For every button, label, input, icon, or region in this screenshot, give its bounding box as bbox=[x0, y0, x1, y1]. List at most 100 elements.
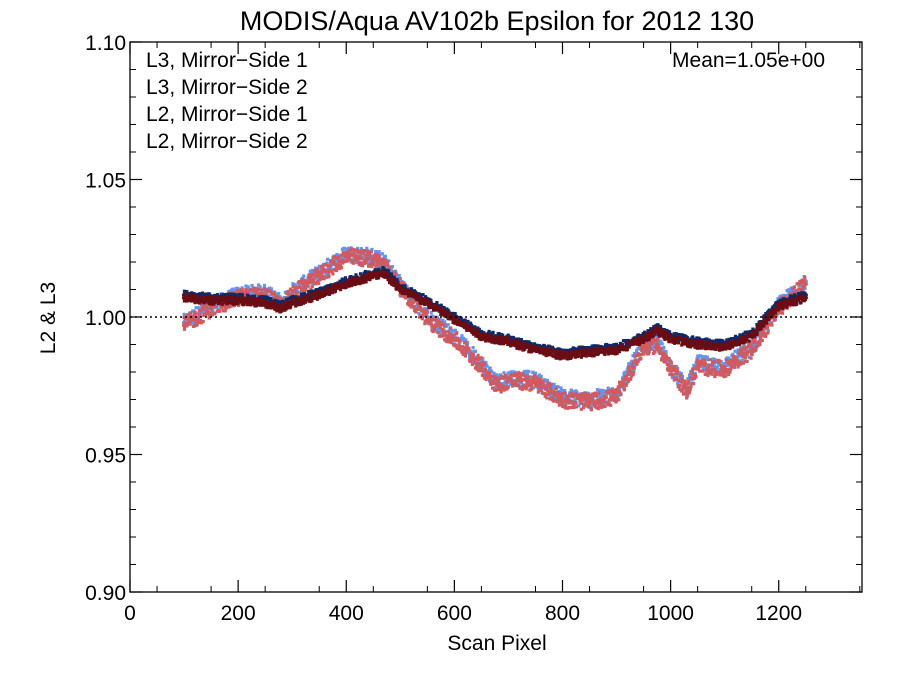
scatter-mark bbox=[699, 363, 703, 367]
scatter-mark bbox=[617, 389, 622, 394]
scatter-mark bbox=[497, 386, 501, 390]
scatter-mark bbox=[722, 375, 726, 379]
scatter-mark bbox=[509, 377, 513, 381]
scatter-mark bbox=[209, 300, 213, 304]
scatter-mark bbox=[206, 298, 210, 302]
scatter-mark bbox=[375, 261, 379, 265]
scatter-mark bbox=[358, 255, 362, 259]
scatter-mark bbox=[218, 309, 222, 313]
scatter-mark bbox=[302, 280, 306, 285]
scatter-mark bbox=[357, 261, 361, 265]
scatter-mark bbox=[303, 288, 307, 292]
scatter-mark bbox=[332, 287, 336, 291]
scatter-mark bbox=[515, 372, 519, 377]
scatter-mark bbox=[474, 357, 479, 361]
scatter-mark bbox=[632, 368, 636, 372]
scatter-mark bbox=[590, 403, 594, 407]
scatter-mark bbox=[766, 331, 770, 335]
scatter-mark bbox=[627, 362, 631, 366]
scatter-mark bbox=[364, 280, 368, 284]
scatter-mark bbox=[415, 299, 419, 304]
scatter-mark bbox=[365, 246, 369, 250]
scatter-mark bbox=[545, 392, 549, 397]
scatter-mark bbox=[490, 334, 494, 338]
scatter-mark bbox=[580, 398, 584, 402]
scatter-mark bbox=[213, 311, 217, 315]
scatter-mark bbox=[336, 255, 340, 259]
scatter-mark bbox=[347, 256, 351, 260]
scatter-mark bbox=[325, 261, 329, 265]
scatter-mark bbox=[594, 406, 599, 410]
scatter-mark bbox=[209, 311, 213, 315]
scatter-mark bbox=[481, 357, 485, 361]
scatter-mark bbox=[742, 349, 746, 354]
scatter-mark bbox=[701, 338, 705, 342]
scatter-mark bbox=[719, 372, 723, 376]
scatter-mark bbox=[639, 345, 644, 349]
scatter-mark bbox=[248, 287, 252, 291]
scatter-mark bbox=[208, 302, 212, 306]
scatter-mark bbox=[464, 351, 468, 355]
scatter-mark bbox=[675, 370, 679, 375]
scatter-mark bbox=[488, 372, 492, 377]
scatter-mark bbox=[244, 287, 248, 292]
scatter-mark bbox=[473, 361, 477, 365]
scatter-mark bbox=[591, 397, 595, 401]
scatter-mark bbox=[517, 378, 521, 383]
scatter-mark bbox=[569, 388, 574, 393]
scatter-mark bbox=[623, 339, 628, 343]
scatter-mark bbox=[228, 292, 232, 296]
scatter-mark bbox=[662, 345, 666, 350]
scatter-mark bbox=[380, 252, 384, 256]
scatter-mark bbox=[515, 337, 519, 341]
scatter-mark bbox=[681, 392, 686, 396]
scatter-mark bbox=[525, 373, 530, 377]
scatter-mark bbox=[649, 347, 653, 351]
scatter-mark bbox=[326, 264, 330, 268]
scatter-mark bbox=[445, 336, 449, 340]
scatter-mark bbox=[252, 294, 257, 298]
scatter-mark bbox=[669, 369, 674, 373]
scatter-mark bbox=[405, 284, 409, 289]
scatter-mark bbox=[368, 260, 372, 264]
scatter-mark bbox=[727, 361, 731, 366]
scatter-mark bbox=[260, 301, 264, 305]
scatter-mark bbox=[605, 389, 609, 393]
scatter-mark bbox=[334, 267, 339, 271]
scatter-mark bbox=[331, 256, 335, 260]
scatter-mark bbox=[389, 268, 393, 272]
scatter-mark bbox=[236, 300, 240, 304]
scatter-mark bbox=[254, 286, 258, 290]
scatter-mark bbox=[539, 374, 543, 378]
scatter-mark bbox=[531, 375, 536, 380]
scatter-mark bbox=[473, 349, 478, 353]
scatter-mark bbox=[616, 385, 620, 389]
scatter-mark bbox=[719, 366, 724, 370]
scatter-mark bbox=[234, 293, 239, 297]
scatter-mark bbox=[393, 279, 397, 284]
scatter-mark bbox=[484, 370, 489, 375]
scatter-mark bbox=[449, 340, 453, 345]
scatter-mark bbox=[454, 332, 459, 336]
scatter-mark bbox=[502, 388, 506, 392]
scatter-mark bbox=[439, 303, 443, 307]
scatter-mark bbox=[315, 267, 319, 271]
scatter-mark bbox=[697, 367, 701, 371]
scatter-mark bbox=[351, 257, 355, 261]
scatter-mark bbox=[374, 250, 378, 254]
scatter-mark bbox=[350, 259, 354, 263]
scatter-mark bbox=[690, 378, 694, 382]
scatter-mark bbox=[581, 345, 585, 349]
scatter-mark bbox=[446, 323, 450, 327]
scatter-mark bbox=[467, 348, 471, 352]
scatter-mark bbox=[350, 280, 355, 285]
scatter-mark bbox=[560, 401, 564, 405]
scatter-mark bbox=[443, 323, 447, 327]
scatter-mark bbox=[591, 400, 595, 404]
scatter-mark bbox=[182, 327, 187, 331]
scatter-mark bbox=[683, 383, 687, 388]
scatter-mark bbox=[433, 316, 438, 320]
scatter-mark bbox=[560, 403, 564, 407]
scatter-mark bbox=[386, 272, 390, 276]
scatter-mark bbox=[672, 378, 676, 382]
